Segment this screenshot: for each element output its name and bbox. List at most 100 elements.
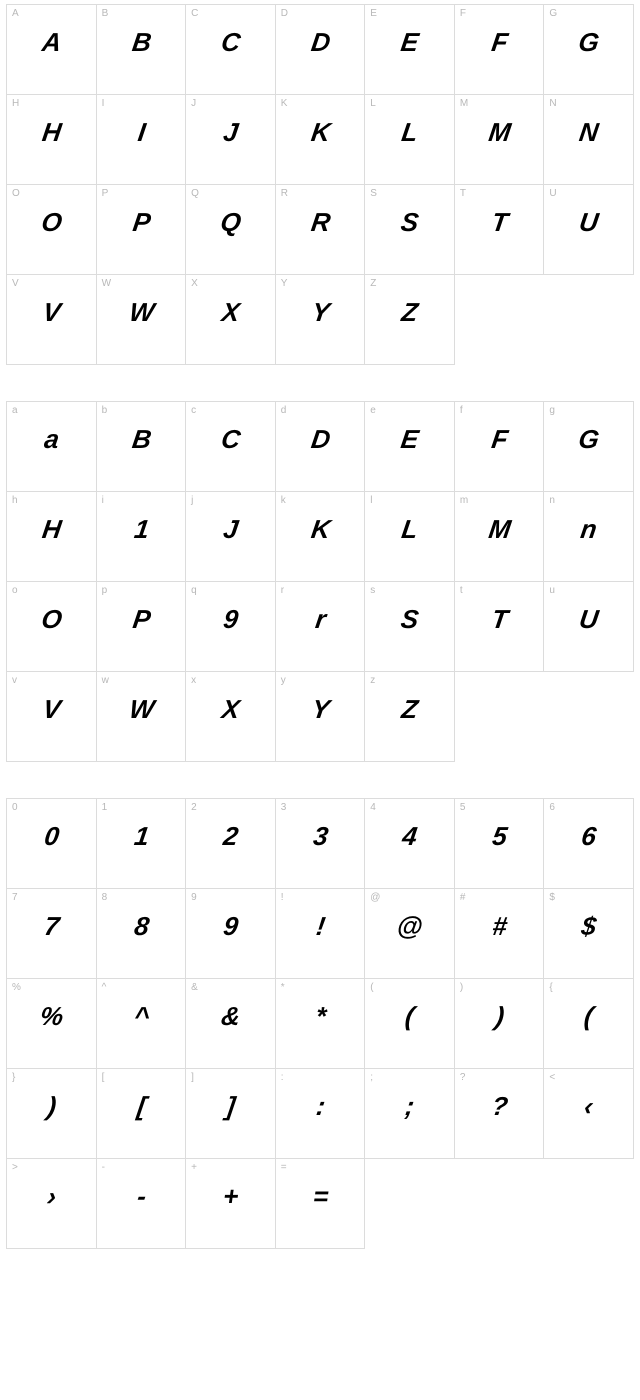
cell-glyph: D [274,424,367,455]
cell-glyph: 3 [274,821,367,852]
cell-label: & [191,982,198,993]
glyph-cell: tT [455,582,545,672]
glyph-cell: AA [7,5,97,95]
cell-glyph: G [542,27,635,58]
cell-glyph: ] [184,1091,277,1122]
cell-label: F [460,8,466,19]
glyph-cell: ?? [455,1069,545,1159]
glyph-cell: dD [276,402,366,492]
cell-label: 1 [102,802,108,813]
cell-label: + [191,1162,197,1173]
cell-glyph: K [274,117,367,148]
character-map: AABBCCDDEEFFGGHHIIJJKKLLMMNNOOPPQQRRSSTT… [6,4,634,1249]
cell-glyph: U [542,207,635,238]
cell-glyph: T [453,604,546,635]
glyph-cell: WW [97,275,187,365]
glyph-cell: XX [186,275,276,365]
glyph-cell: mM [455,492,545,582]
glyph-cell: ]] [186,1069,276,1159]
cell-glyph: @ [363,911,456,942]
cell-glyph: M [453,514,546,545]
cell-label: f [460,405,463,416]
cell-label: b [102,405,108,416]
glyph-cell: ++ [186,1159,276,1249]
glyph-cell: !! [276,889,366,979]
glyph-cell: LL [365,95,455,185]
cell-label: 4 [370,802,376,813]
cell-label: r [281,585,284,596]
cell-glyph: $ [542,911,635,942]
cell-glyph: & [184,1001,277,1032]
cell-label: u [549,585,555,596]
cell-glyph: L [363,117,456,148]
glyph-cell: 88 [97,889,187,979]
cell-label: v [12,675,17,686]
cell-glyph: C [184,424,277,455]
glyph-cell: >› [7,1159,97,1249]
glyph-cell: i1 [97,492,187,582]
glyph-cell: eE [365,402,455,492]
glyph-cell: SS [365,185,455,275]
cell-glyph: 1 [94,514,187,545]
glyph-cell: aa [7,402,97,492]
cell-glyph: [ [94,1091,187,1122]
glyph-cell: kK [276,492,366,582]
cell-label: c [191,405,196,416]
cell-label: J [191,98,196,109]
glyph-cell: 55 [455,799,545,889]
glyph-cell: gG [544,402,634,492]
cell-label: ? [460,1072,466,1083]
glyph-cell: BB [97,5,187,95]
cell-glyph: P [94,604,187,635]
glyph-cell: xX [186,672,276,762]
cell-glyph: S [363,207,456,238]
cell-label: U [549,188,556,199]
cell-label: # [460,892,466,903]
cell-label: 2 [191,802,197,813]
cell-label: a [12,405,18,416]
glyph-cell: 66 [544,799,634,889]
empty-cell [455,275,545,365]
cell-glyph: N [542,117,635,148]
cell-glyph: + [184,1181,277,1212]
glyph-cell: ZZ [365,275,455,365]
cell-label: j [191,495,193,506]
cell-glyph: 9 [184,911,277,942]
glyph-cell: ## [455,889,545,979]
cell-label: M [460,98,468,109]
cell-glyph: S [363,604,456,635]
cell-label: p [102,585,108,596]
cell-label: [ [102,1072,105,1083]
cell-glyph: U [542,604,635,635]
glyph-cell: wW [97,672,187,762]
cell-glyph: a [5,424,98,455]
glyph-cell: OO [7,185,97,275]
cell-label: Z [370,278,376,289]
glyph-cell: ;; [365,1069,455,1159]
cell-glyph: B [94,424,187,455]
glyph-cell: QQ [186,185,276,275]
cell-label: G [549,8,557,19]
glyph-cell: bB [97,402,187,492]
cell-label: ( [370,982,373,993]
cell-glyph: R [274,207,367,238]
empty-cell [455,672,545,762]
cell-glyph: W [94,297,187,328]
cell-glyph: I [94,117,187,148]
glyph-cell: pP [97,582,187,672]
glyph-cell: {( [544,979,634,1069]
cell-label: ; [370,1072,373,1083]
cell-glyph: 7 [5,911,98,942]
cell-glyph: X [184,694,277,725]
cell-label: z [370,675,375,686]
empty-cell [455,1159,545,1249]
glyph-cell: vV [7,672,97,762]
cell-glyph: ‹ [542,1091,635,1122]
glyph-cell: MM [455,95,545,185]
cell-glyph: ! [274,911,367,942]
empty-cell [544,672,634,762]
glyph-cell: <‹ [544,1069,634,1159]
cell-glyph: D [274,27,367,58]
glyph-cell: GG [544,5,634,95]
cell-glyph: Y [274,694,367,725]
